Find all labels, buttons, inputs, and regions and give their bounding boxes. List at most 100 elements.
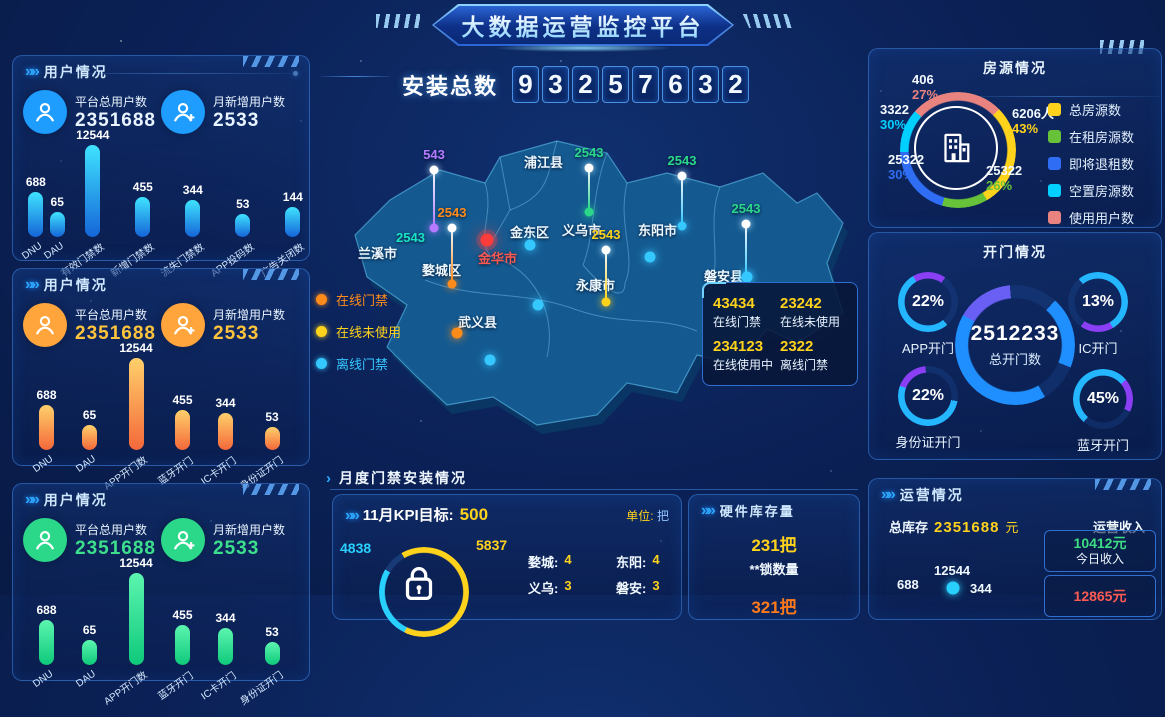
- callout-percent: 27%: [912, 87, 939, 102]
- housing-legend-item: 在租房源数: [1048, 127, 1134, 146]
- bar-value: 65: [50, 195, 64, 209]
- hardware-label: **锁数量: [749, 562, 799, 577]
- digit-box: 3: [692, 66, 720, 103]
- map-stat-value: 2322: [780, 338, 814, 355]
- app-title-shape: 大数据运营监控平台: [434, 6, 732, 44]
- map-stat-value: 43434: [713, 295, 755, 312]
- legend-label: 使用用户数: [1069, 211, 1135, 226]
- door-ring-label: 身份证开门: [895, 435, 961, 450]
- lock-icon: [396, 560, 442, 611]
- bar-item: 455 蓝牙开门: [156, 608, 204, 702]
- door-total-arc: [955, 285, 1075, 405]
- door-ring-arc: [1073, 369, 1133, 429]
- callout-value: 3322: [880, 102, 909, 117]
- kpi-city-stats: 婺城: 4 东阳: 4 义乌: 3 磐安: 3: [528, 552, 704, 597]
- callout-value: 25322: [986, 163, 1023, 178]
- user-stat-text: 平台总用户数 2351688: [75, 306, 156, 345]
- door-ring-percent: 45%: [1086, 390, 1120, 407]
- housing-legend-item: 即将退租数: [1048, 154, 1134, 173]
- bar-value: 688: [36, 388, 57, 402]
- callout-percent: 26%: [986, 178, 1013, 193]
- kpi-city-stat: 义乌: 3: [528, 578, 616, 597]
- stars-decoration: [0, 0, 2, 2]
- map-stat-label: 离线门禁: [780, 358, 829, 372]
- title-glow: [492, 44, 673, 52]
- bar-item: 344 IC卡开门: [199, 611, 247, 702]
- stats-row: 平台总用户数 2351688 月新增用户数 2533: [13, 84, 309, 136]
- door-ring: 13%: [1068, 272, 1128, 332]
- legend-swatch: [1048, 157, 1061, 170]
- bar: [85, 145, 101, 237]
- housing-title: 房源情况: [983, 60, 1047, 76]
- bar-value: 12544: [119, 341, 153, 355]
- bar-value: 53: [236, 197, 250, 211]
- door-total-label: 总开门数: [988, 352, 1041, 367]
- legend-swatch: [1048, 103, 1061, 116]
- user-add-icon: [161, 518, 205, 562]
- bar-value: 144: [282, 190, 303, 204]
- bar-value: 53: [265, 625, 279, 639]
- digit-box: 3: [542, 66, 570, 103]
- user-stat: 平台总用户数 2351688: [23, 303, 161, 347]
- chevron-icon: »»: [25, 63, 40, 80]
- stock-value: 2351688: [934, 519, 1000, 536]
- user-icon: [23, 90, 67, 134]
- install-total-label: 安装总数: [402, 73, 499, 99]
- bar-item: 688 DNU: [25, 388, 68, 481]
- bar-value: 65: [82, 623, 97, 637]
- legend-label: 空置房源数: [1069, 184, 1135, 199]
- chevron-icon: »»: [881, 486, 896, 503]
- map-stat-label: 在线未使用: [780, 315, 841, 329]
- title-stripes-left: [376, 14, 420, 28]
- kpi-unit: 单位: 把: [626, 507, 669, 524]
- income-box-value: 10412元: [1073, 535, 1127, 551]
- callout-percent: 43%: [1012, 121, 1039, 136]
- map-stat-label: 在线使用中: [713, 358, 774, 372]
- bar-item: 65 DAU: [42, 195, 68, 268]
- operation-income-box: 12865元: [1044, 575, 1156, 617]
- user-stat-value: 2351688: [75, 109, 156, 131]
- panel-title: 用户情况: [43, 277, 108, 293]
- door-title: 开门情况: [983, 244, 1047, 260]
- bar-value: 344: [182, 183, 203, 197]
- user-stat-text: 月新增用户数 2533: [213, 521, 285, 560]
- user-icon: [23, 303, 67, 347]
- operation-chart-dot: [946, 581, 960, 595]
- door-ring-text: 22%: [898, 272, 958, 332]
- legend-dot: [316, 294, 327, 305]
- page-title: 大数据运营监控平台: [462, 8, 705, 42]
- kpi-city-label: 婺城:: [528, 555, 559, 570]
- user-stat: 平台总用户数 2351688: [23, 90, 161, 134]
- housing-callout: 3322 30%: [880, 102, 909, 132]
- user-stat: 月新增用户数 2533: [161, 518, 299, 562]
- callout-value: 25322: [888, 152, 925, 167]
- user-stat-label: 平台总用户数: [75, 94, 148, 109]
- bar-value: 455: [172, 608, 193, 622]
- kpi-city-stat: 磐安: 3: [616, 578, 704, 597]
- legend-swatch: [1048, 211, 1061, 224]
- housing-callout: 25322 26%: [986, 163, 1022, 193]
- bar-value: 65: [82, 408, 97, 422]
- bar-category-label: IC卡开门: [198, 670, 239, 703]
- digit-box: 2: [572, 66, 600, 103]
- bar: [28, 192, 44, 237]
- bar-value: 344: [215, 611, 236, 625]
- map-legend-item: 离线门禁: [316, 354, 401, 373]
- bar-item: 344 IC卡开门: [199, 396, 247, 487]
- stock-unit: 元: [1005, 520, 1019, 535]
- door-total-value: 2512233: [970, 322, 1060, 345]
- legend-label: 即将退租数: [1069, 157, 1135, 172]
- kpi-unit-value: 把: [656, 509, 669, 523]
- housing-legend-item: 空置房源数: [1048, 181, 1134, 200]
- map-legend-item: 在线门禁: [316, 290, 401, 309]
- bar: [39, 405, 54, 450]
- bar: [175, 410, 191, 450]
- housing-legend: 总房源数 在租房源数 即将退租数 空置房源数 使用用户数: [1048, 100, 1134, 227]
- panel-header: »» 运营情况: [869, 479, 1161, 507]
- legend-dot: [316, 358, 327, 369]
- door-ring-text: 45%: [1073, 369, 1133, 429]
- bar-chart: 688 DNU 65 DAU 12544 APP开门数 455 蓝牙开门 344 IC卡开门 53 身…: [25, 341, 297, 493]
- user-stat-value: 2533: [213, 109, 260, 131]
- app-title-bar: 大数据运营监控平台: [432, 4, 734, 46]
- legend-dot: [316, 326, 327, 337]
